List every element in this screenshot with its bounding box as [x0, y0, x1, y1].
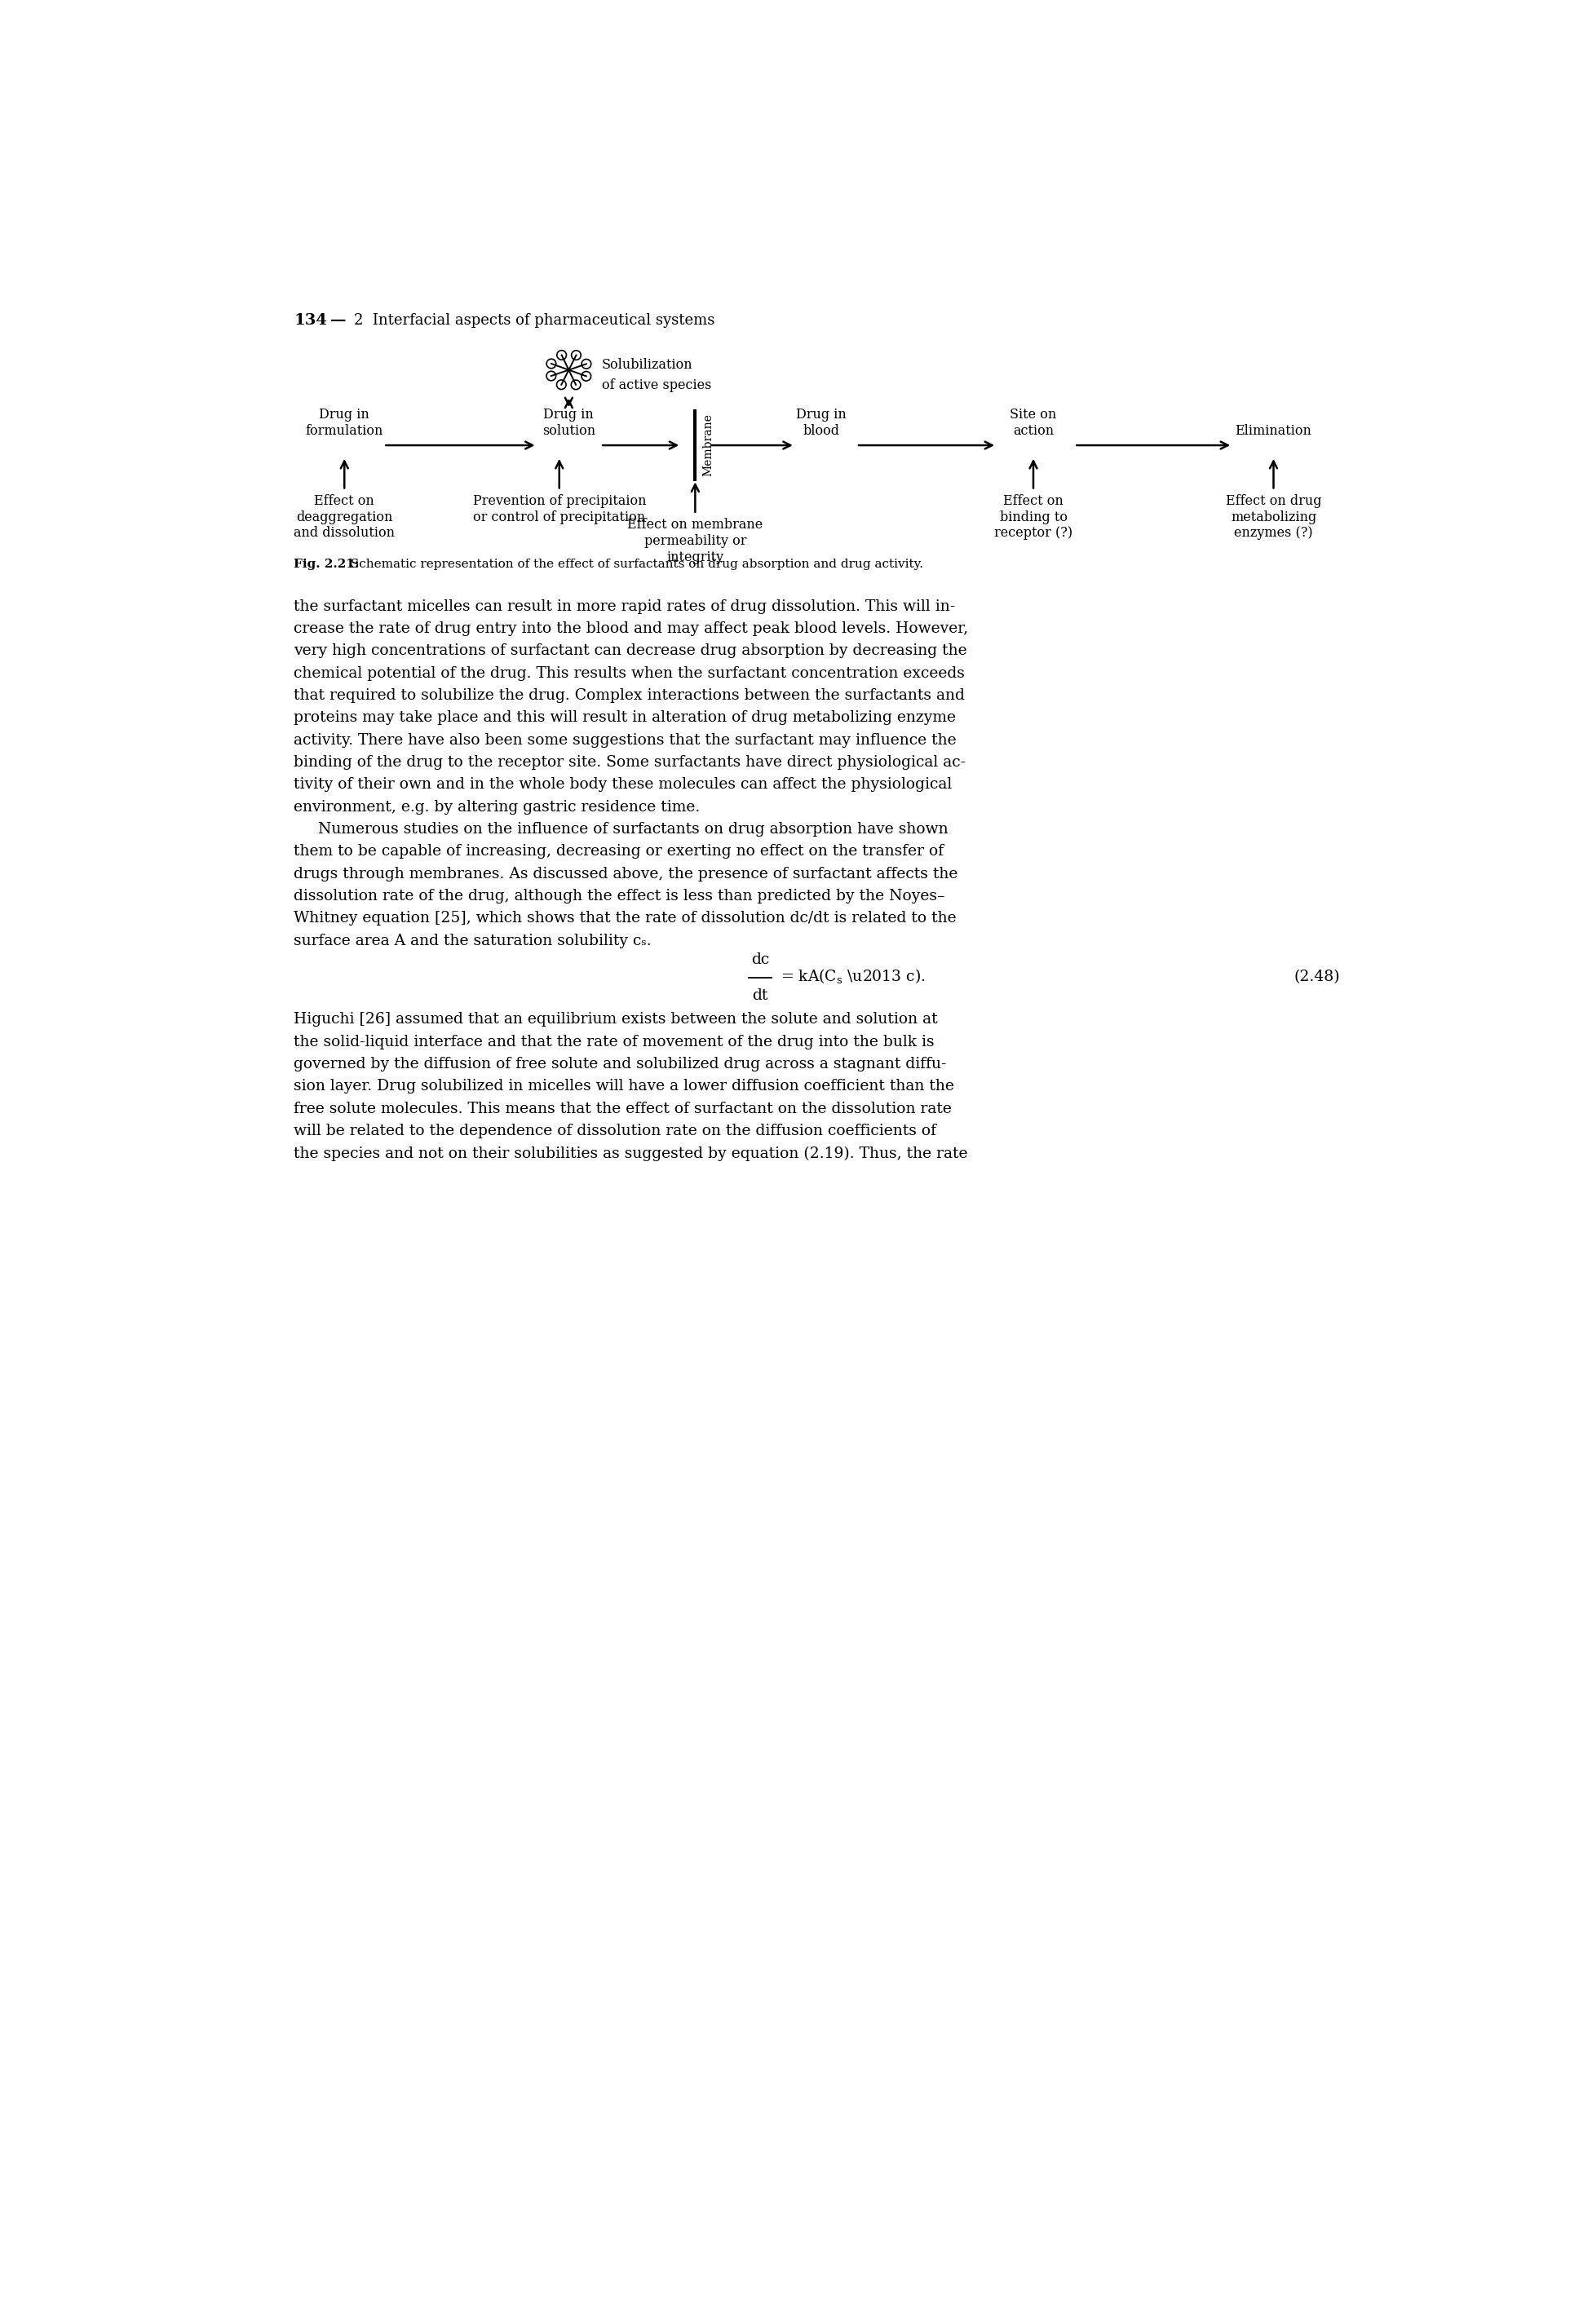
Text: Prevention of precipitaion
or control of precipitation: Prevention of precipitaion or control of…	[473, 495, 646, 525]
Text: that required to solubilize the drug. Complex interactions between the surfactan: that required to solubilize the drug. Co…	[295, 688, 965, 702]
Text: environment, e.g. by altering gastric residence time.: environment, e.g. by altering gastric re…	[295, 799, 700, 813]
Text: binding of the drug to the receptor site. Some surfactants have direct physiolog: binding of the drug to the receptor site…	[295, 755, 966, 769]
Text: of active species: of active species	[602, 379, 712, 393]
Text: Elimination: Elimination	[1235, 423, 1312, 437]
Text: dissolution rate of the drug, although the effect is less than predicted by the : dissolution rate of the drug, although t…	[295, 888, 946, 904]
Text: Site on
action: Site on action	[1009, 409, 1057, 437]
Text: dc: dc	[751, 953, 769, 967]
Text: Numerous studies on the influence of surfactants on drug absorption have shown: Numerous studies on the influence of sur…	[295, 823, 949, 837]
Text: governed by the diffusion of free solute and solubilized drug across a stagnant : governed by the diffusion of free solute…	[295, 1057, 947, 1071]
Text: Higuchi [26] assumed that an equilibrium exists between the solute and solution : Higuchi [26] assumed that an equilibrium…	[295, 1013, 938, 1027]
Text: = kA(C$_\mathregular{s}$ \u2013 c).: = kA(C$_\mathregular{s}$ \u2013 c).	[780, 969, 925, 985]
Text: Membrane: Membrane	[702, 414, 715, 476]
Text: Whitney equation [25], which shows that the rate of dissolution dc/dt is related: Whitney equation [25], which shows that …	[295, 911, 957, 925]
Text: Effect on membrane
permeability or
integrity: Effect on membrane permeability or integ…	[627, 518, 763, 565]
Text: (2.48): (2.48)	[1294, 969, 1340, 985]
Text: surface area A and the saturation solubility cₛ.: surface area A and the saturation solubi…	[295, 934, 651, 948]
Text: chemical potential of the drug. This results when the surfactant concentration e: chemical potential of the drug. This res…	[295, 667, 965, 681]
Text: tivity of their own and in the whole body these molecules can affect the physiol: tivity of their own and in the whole bod…	[295, 779, 952, 792]
Text: Schematic representation of the effect of surfactants on drug absorption and dru: Schematic representation of the effect o…	[347, 558, 923, 569]
Text: Solubilization: Solubilization	[602, 358, 693, 372]
Text: the solid-liquid interface and that the rate of movement of the drug into the bu: the solid-liquid interface and that the …	[295, 1034, 935, 1048]
Text: drugs through membranes. As discussed above, the presence of surfactant affects : drugs through membranes. As discussed ab…	[295, 867, 958, 881]
Text: Drug in
solution: Drug in solution	[543, 409, 595, 437]
Text: very high concentrations of surfactant can decrease drug absorption by decreasin: very high concentrations of surfactant c…	[295, 644, 968, 658]
Text: Effect on
binding to
receptor (?): Effect on binding to receptor (?)	[993, 495, 1073, 539]
Text: Effect on
deaggregation
and dissolution: Effect on deaggregation and dissolution	[295, 495, 395, 539]
Text: the species and not on their solubilities as suggested by equation (2.19). Thus,: the species and not on their solubilitie…	[295, 1146, 968, 1162]
Text: the surfactant micelles can result in more rapid rates of drug dissolution. This: the surfactant micelles can result in mo…	[295, 600, 955, 614]
Text: them to be capable of increasing, decreasing or exerting no effect on the transf: them to be capable of increasing, decrea…	[295, 844, 944, 860]
Text: Drug in
formulation: Drug in formulation	[306, 409, 384, 437]
Text: dt: dt	[751, 988, 767, 1004]
Text: activity. There have also been some suggestions that the surfactant may influenc: activity. There have also been some sugg…	[295, 732, 957, 748]
Text: Fig. 2.21:: Fig. 2.21:	[295, 558, 360, 569]
Text: will be related to the dependence of dissolution rate on the diffusion coefficie: will be related to the dependence of dis…	[295, 1125, 936, 1139]
Text: 2  Interfacial aspects of pharmaceutical systems: 2 Interfacial aspects of pharmaceutical …	[353, 314, 715, 328]
Text: sion layer. Drug solubilized in micelles will have a lower diffusion coefficient: sion layer. Drug solubilized in micelles…	[295, 1078, 954, 1095]
Text: Effect on drug
metabolizing
enzymes (?): Effect on drug metabolizing enzymes (?)	[1226, 495, 1321, 539]
Text: Drug in
blood: Drug in blood	[796, 409, 847, 437]
Text: proteins may take place and this will result in alteration of drug metabolizing : proteins may take place and this will re…	[295, 711, 957, 725]
Text: 134: 134	[295, 314, 326, 328]
Text: crease the rate of drug entry into the blood and may affect peak blood levels. H: crease the rate of drug entry into the b…	[295, 621, 968, 637]
Text: —: —	[331, 314, 347, 328]
Text: free solute molecules. This means that the effect of surfactant on the dissoluti: free solute molecules. This means that t…	[295, 1102, 952, 1116]
